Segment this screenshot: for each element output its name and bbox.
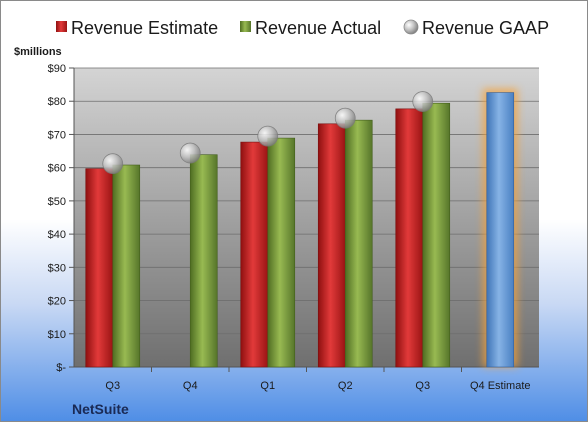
legend-item-revenue-gaap[interactable]: Revenue GAAP (403, 18, 549, 38)
bar-revenue-actual[interactable] (189, 154, 218, 368)
legend-marker-revenue-gaap (403, 19, 419, 35)
marker-revenue-gaap[interactable] (102, 153, 124, 175)
gridlines (74, 67, 539, 335)
marker-revenue-gaap[interactable] (334, 107, 356, 129)
legend-item-revenue-actual[interactable]: Revenue Actual (240, 18, 381, 38)
bar-revenue-actual[interactable] (422, 102, 451, 368)
y-tick-label: $80 (48, 96, 66, 108)
bar-revenue-estimate[interactable] (395, 108, 424, 368)
x-category-label: Q3 (105, 380, 120, 392)
bar-revenue-estimate[interactable] (240, 141, 269, 368)
legend-label-revenue-estimate: Revenue Estimate (71, 18, 218, 38)
legend-item-revenue-estimate[interactable]: Revenue Estimate (56, 18, 218, 38)
x-category-label: Q4 (183, 380, 198, 392)
bar-revenue-actual[interactable] (112, 164, 141, 368)
y-tick-label: $60 (48, 163, 66, 175)
marker-revenue-gaap[interactable] (412, 91, 434, 112)
plot-background (74, 68, 539, 367)
y-tick-label: $30 (48, 262, 66, 274)
bar-revenue-estimate[interactable] (317, 123, 346, 368)
x-category-label: Q3 (415, 380, 430, 392)
bar-revenue-actual[interactable] (344, 119, 373, 368)
y-tick-label: $20 (48, 296, 66, 308)
y-tick-label: $70 (48, 129, 66, 141)
x-category-label: Q2 (338, 380, 353, 392)
y-axis: $- $10 $20 $30 $40 $50 $60 $70 $80 $90 (48, 63, 75, 374)
legend-label-revenue-gaap: Revenue GAAP (422, 18, 549, 38)
x-category-label: Q4 Estimate (470, 380, 531, 392)
bar-revenue-estimate[interactable] (85, 168, 114, 368)
y-tick-label: $- (56, 362, 66, 374)
company-name: NetSuite (72, 401, 129, 417)
y-tick-label: $50 (48, 196, 66, 208)
legend-label-revenue-actual: Revenue Actual (255, 18, 381, 38)
y-tick-label: $10 (48, 329, 66, 341)
y-tick-label: $90 (48, 63, 66, 75)
x-axis: Q3 Q4 Q1 Q2 Q3 Q4 Estimate (74, 366, 539, 392)
legend: Revenue Estimate Revenue Actual Revenue … (56, 18, 549, 38)
legend-swatch-revenue-actual (240, 21, 251, 32)
bar-revenue-estimate-forecast[interactable] (486, 92, 515, 368)
bar-revenue-actual[interactable] (267, 137, 296, 368)
marker-revenue-gaap[interactable] (257, 125, 279, 147)
marker-revenue-gaap[interactable] (179, 142, 201, 164)
plot-area: $-$10$20$30$40$50$60$70$80$90 Q3 Q4 Q1 Q2 Q3… (48, 63, 539, 392)
marker-series (102, 91, 434, 175)
unit-label: $millions (14, 46, 62, 58)
legend-swatch-revenue-estimate (56, 21, 67, 32)
bar-series (85, 88, 518, 368)
y-tick-label: $40 (48, 229, 66, 241)
x-category-label: Q1 (260, 380, 275, 392)
